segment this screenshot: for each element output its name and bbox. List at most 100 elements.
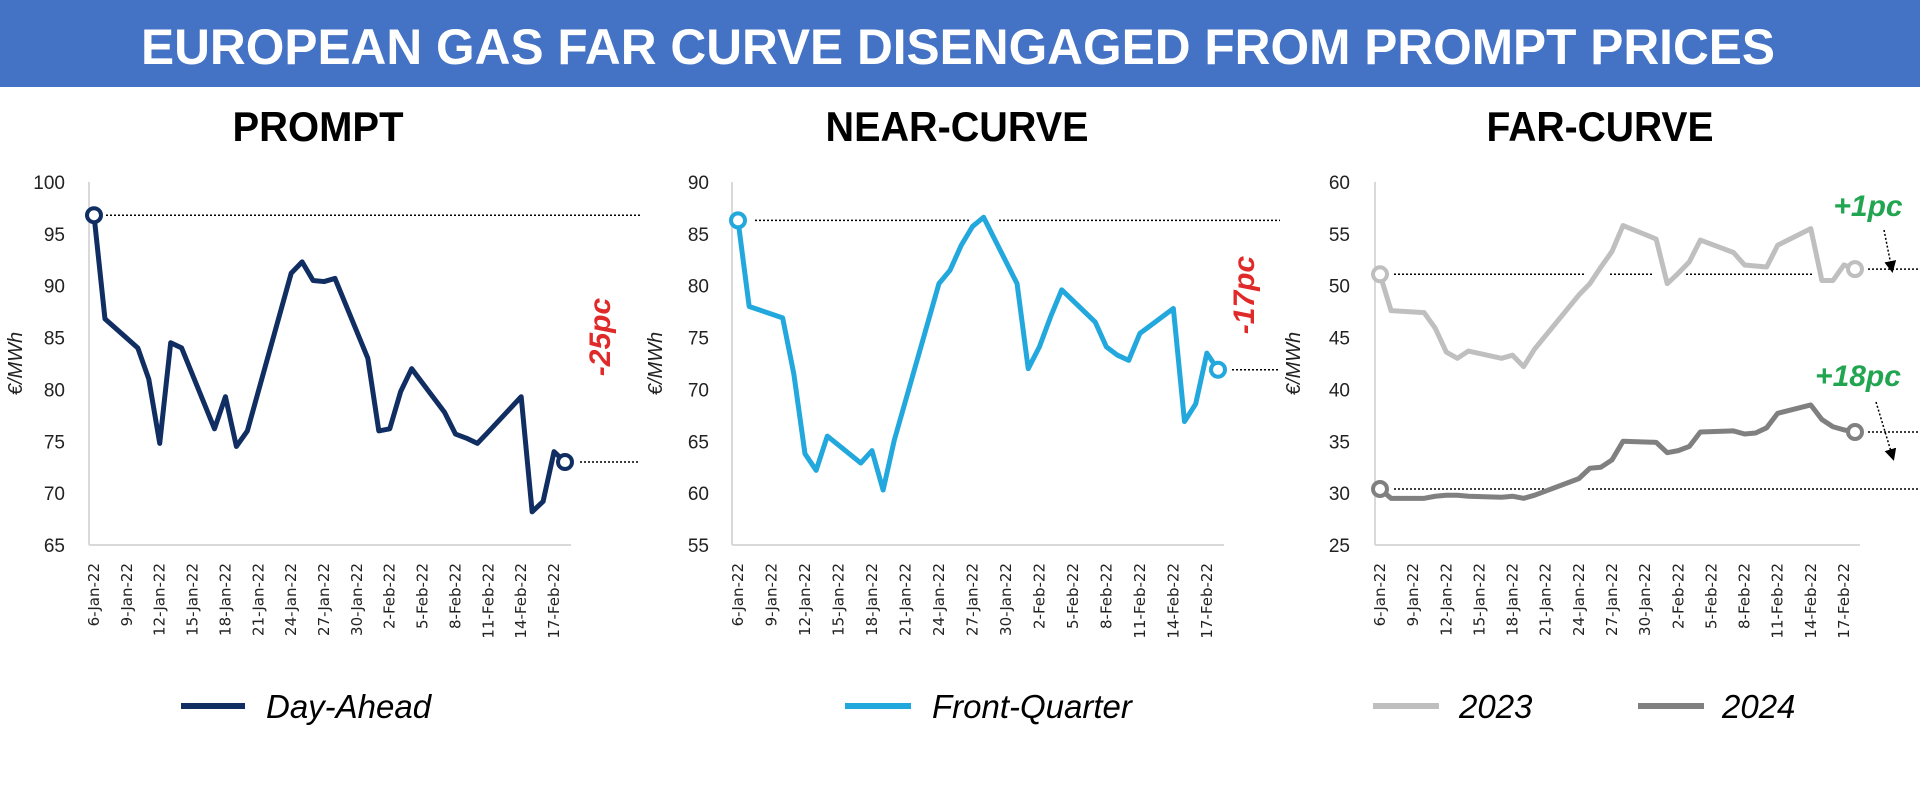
x-tick-label: 9-Jan-22	[1404, 563, 1422, 626]
x-tick-label: 9-Jan-22	[762, 563, 780, 626]
y-tick-label: 60	[688, 484, 709, 505]
legend-label-2024: 2024	[1721, 688, 1795, 725]
x-tick-label: 27-Jan-22	[963, 563, 981, 636]
legend-far-curve: 2023 2024	[1373, 688, 1795, 725]
far-2024-arrow-icon	[1875, 401, 1897, 461]
x-tick-label: 2-Feb-22	[381, 563, 399, 629]
x-tick-label: 30-Jan-22	[348, 563, 366, 636]
x-tick-label: 6-Jan-22	[85, 563, 103, 626]
y-tick-label: 70	[688, 380, 709, 401]
y-tick-label: 40	[1329, 380, 1350, 401]
x-tick-label: 6-Jan-22	[1371, 563, 1389, 626]
end-marker-front-quarter	[1209, 360, 1227, 379]
x-tick-label: 21-Jan-22	[896, 563, 914, 636]
start-marker-2024	[1371, 479, 1389, 498]
y-tick-label: 25	[1329, 536, 1350, 557]
x-tick-label: 11-Feb-22	[479, 563, 497, 639]
x-tick-label: 27-Jan-22	[1603, 563, 1621, 636]
x-tick-label: 24-Jan-22	[282, 563, 300, 636]
page-title: EUROPEAN GAS FAR CURVE DISENGAGED FROM P…	[141, 19, 1775, 75]
x-tick-label: 2-Feb-22	[1669, 563, 1687, 629]
x-tick-label: 14-Feb-22	[1802, 563, 1820, 639]
y-tick-label: 100	[33, 173, 65, 194]
legend-near-curve: Front-Quarter	[845, 688, 1134, 725]
chart-title-far-curve: FAR-CURVE	[1487, 103, 1714, 150]
legend-label-2023: 2023	[1458, 688, 1533, 725]
x-tick-label: 15-Jan-22	[1470, 563, 1488, 636]
x-tick-label: 18-Jan-22	[216, 563, 234, 636]
far-2023-arrow-icon	[1883, 229, 1897, 273]
x-tick-label: 30-Jan-22	[997, 563, 1015, 636]
start-marker-front-quarter	[729, 211, 747, 230]
y-axis-title: €/MWh	[5, 332, 27, 395]
y-tick-label: 70	[44, 484, 65, 505]
near-curve-change-annotation: -17pc	[1228, 256, 1261, 335]
x-tick-label: 15-Jan-22	[184, 563, 202, 636]
chart-title-near-curve: NEAR-CURVE	[826, 103, 1089, 150]
x-tick-label: 2-Feb-22	[1030, 563, 1048, 629]
x-tick-label: 12-Jan-22	[1437, 563, 1455, 636]
x-tick-label: 24-Jan-22	[1570, 563, 1588, 636]
prompt-change-annotation: -25pc	[584, 298, 617, 377]
y-tick-label: 65	[44, 536, 65, 557]
y-tick-label: 55	[1329, 225, 1350, 246]
x-tick-label: 12-Jan-22	[151, 563, 169, 636]
series-line-day-ahead	[91, 212, 568, 515]
far-2023-change-annotation: +1pc	[1833, 190, 1903, 223]
x-tick-label: 5-Feb-22	[414, 563, 432, 629]
series-line-2024	[1377, 402, 1858, 501]
x-tick-label: 27-Jan-22	[315, 563, 333, 636]
y-tick-label: 85	[688, 225, 709, 246]
y-tick-label: 85	[44, 329, 65, 350]
start-marker-day-ahead	[85, 206, 103, 225]
legend-prompt: Day-Ahead	[181, 688, 433, 725]
y-tick-label: 80	[44, 380, 65, 401]
x-tick-label: 21-Jan-22	[1537, 563, 1555, 636]
x-tick-label: 15-Jan-22	[829, 563, 847, 636]
x-tick-label: 9-Jan-22	[118, 563, 136, 626]
legend-label-front-quarter: Front-Quarter	[932, 688, 1134, 725]
y-tick-label: 50	[1329, 277, 1350, 298]
x-tick-label: 18-Jan-22	[863, 563, 881, 636]
y-tick-label: 90	[44, 277, 65, 298]
x-tick-label: 8-Feb-22	[1736, 563, 1754, 629]
x-tick-label: 14-Feb-22	[512, 563, 530, 639]
y-tick-label: 80	[688, 277, 709, 298]
x-tick-label: 5-Feb-22	[1702, 563, 1720, 629]
y-tick-label: 95	[44, 225, 65, 246]
y-axis-title: €/MWh	[645, 332, 667, 395]
x-tick-label: 17-Feb-22	[1835, 563, 1853, 639]
x-tick-label: 30-Jan-22	[1636, 563, 1654, 636]
x-tick-label: 14-Feb-22	[1164, 563, 1182, 639]
end-marker-2024	[1846, 422, 1864, 441]
y-tick-label: 90	[688, 173, 709, 194]
y-tick-label: 65	[688, 432, 709, 453]
end-marker-2023	[1846, 260, 1864, 279]
series-line-2023	[1377, 223, 1858, 370]
start-marker-2023	[1371, 265, 1389, 284]
x-tick-label: 8-Feb-22	[446, 563, 464, 629]
y-tick-label: 30	[1329, 484, 1350, 505]
x-tick-label: 17-Feb-22	[1198, 563, 1216, 639]
x-tick-label: 12-Jan-22	[796, 563, 814, 636]
y-tick-label: 75	[44, 432, 65, 453]
y-axis-title: €/MWh	[1283, 332, 1305, 395]
end-marker-day-ahead	[556, 453, 574, 472]
y-tick-label: 55	[688, 536, 709, 557]
title-bar	[0, 0, 1920, 87]
x-tick-label: 8-Feb-22	[1097, 563, 1115, 629]
series-line-front-quarter	[735, 214, 1221, 493]
chart-title-prompt: PROMPT	[233, 103, 404, 150]
y-tick-label: 35	[1329, 432, 1350, 453]
y-tick-label: 45	[1329, 329, 1350, 350]
y-tick-label: 60	[1329, 173, 1350, 194]
x-tick-label: 11-Feb-22	[1131, 563, 1149, 639]
x-tick-label: 18-Jan-22	[1504, 563, 1522, 636]
x-tick-label: 11-Feb-22	[1769, 563, 1787, 639]
x-tick-label: 21-Jan-22	[249, 563, 267, 636]
legend-label-day-ahead: Day-Ahead	[266, 688, 433, 725]
x-tick-label: 5-Feb-22	[1064, 563, 1082, 629]
far-2024-change-annotation: +18pc	[1815, 360, 1901, 393]
x-tick-label: 17-Feb-22	[545, 563, 563, 639]
